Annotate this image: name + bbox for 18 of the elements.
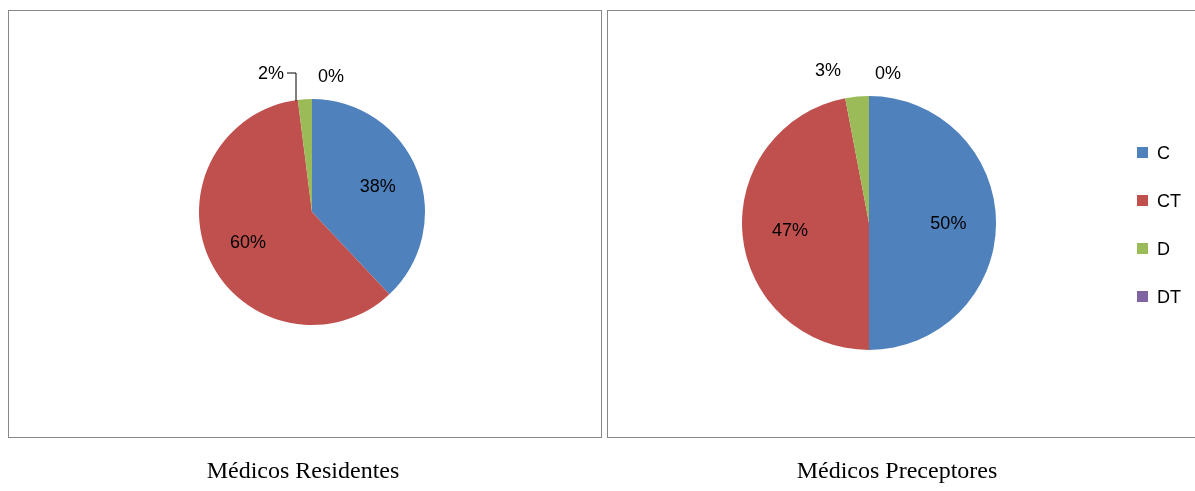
text: 0% xyxy=(318,66,345,86)
data-label: 60% xyxy=(230,232,267,253)
legend-label: C xyxy=(1157,143,1170,163)
legend-label: CT xyxy=(1157,191,1181,211)
pie-slice xyxy=(869,96,996,350)
pie-slice xyxy=(845,96,869,223)
data-label: 50% xyxy=(930,213,967,233)
pie-slice xyxy=(742,98,869,350)
legend-label: DT xyxy=(1157,287,1181,307)
data-label: 47% xyxy=(771,220,808,241)
text: 0% xyxy=(875,63,902,83)
data-label: 3% xyxy=(814,60,841,80)
data-label: 2% xyxy=(257,63,284,83)
data-label: 38% xyxy=(359,176,396,196)
pie-slice xyxy=(312,99,425,295)
text: Médicos Preceptores xyxy=(796,457,998,483)
text: Médicos Residentes xyxy=(206,457,400,483)
legend-label: D xyxy=(1157,239,1170,259)
